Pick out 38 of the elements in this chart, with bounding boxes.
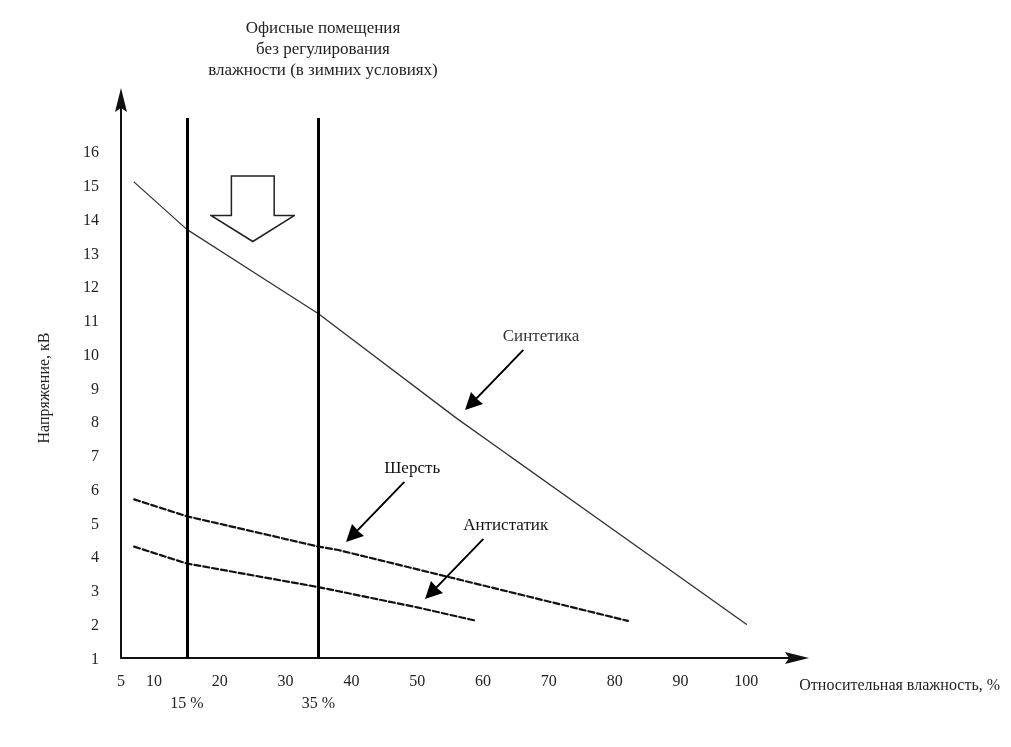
x-tick-label: 60 [475, 671, 492, 689]
y-tick-label: 6 [91, 480, 99, 498]
chart-title: Офисные помещения без регулирования влажности (в зимних условиях) [208, 18, 438, 79]
ref-line-label: 35 % [301, 693, 336, 711]
y-tick-label: 9 [91, 379, 99, 397]
line-series [133, 545, 478, 622]
text: Синтетика [502, 326, 580, 347]
x-tick-label: 50 [409, 671, 426, 689]
y-tick-label: 2 [91, 615, 99, 633]
y-tick-label: 5 [91, 514, 99, 532]
ref-line-label: 15 % [170, 693, 204, 711]
x-tick-label: 5 [117, 671, 125, 689]
text: Антистатик [463, 515, 549, 536]
y-tick-label: 4 [91, 548, 99, 566]
y-tick-label: 13 [83, 244, 99, 262]
y-tick-label: 12 [83, 278, 99, 296]
y-axis-title: Напряжение, кВ [34, 332, 53, 444]
x-axis-title: Относительная влажность, % [799, 675, 1000, 693]
line-series [133, 498, 629, 622]
y-tick-label: 14 [83, 210, 99, 228]
x-tick-label: 20 [211, 671, 228, 689]
y-tick-label: 3 [91, 582, 99, 599]
x-tick-label: 70 [540, 671, 557, 689]
y-tick-label: 10 [83, 345, 99, 363]
y-tick-label: 11 [83, 312, 99, 329]
x-tick-label: 40 [343, 671, 360, 689]
y-tick-label: 8 [91, 413, 99, 431]
y-tick-label: 1 [91, 649, 99, 667]
line-series [133, 181, 747, 625]
y-tick-label: 7 [91, 447, 99, 464]
x-tick-label: 30 [277, 671, 294, 689]
x-tick-label: 10 [145, 671, 162, 689]
x-tick-label: 80 [606, 671, 623, 689]
x-tick-label: 100 [734, 671, 759, 689]
y-tick-label: 16 [83, 143, 99, 161]
x-tick-label: 90 [672, 671, 689, 689]
y-tick-label: 15 [83, 177, 99, 194]
text: Шерсть [384, 458, 441, 478]
